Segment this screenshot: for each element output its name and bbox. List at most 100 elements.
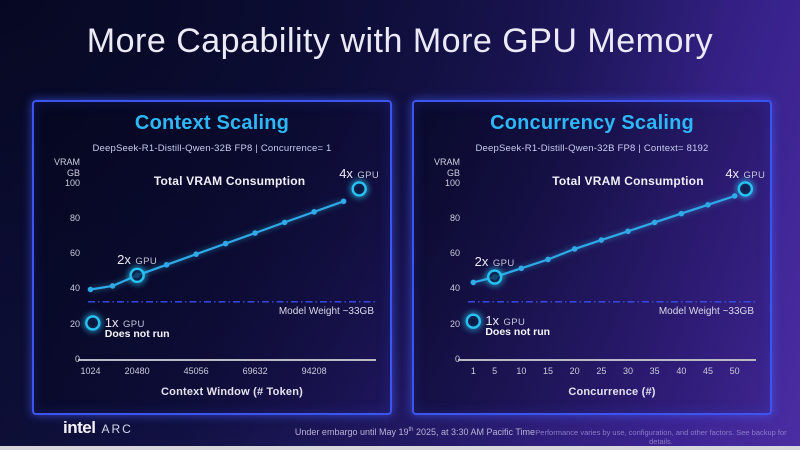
gpu-unit-text: GPU [743,169,766,181]
data-point [252,230,258,236]
data-point [571,246,578,252]
gpu-count-text: 1x [104,314,119,330]
gpu-marker-label: 4x GPU [314,165,404,183]
x-tick-label: 30 [622,366,633,376]
embargo-sup: th [408,427,414,433]
model-weight-label: Model Weight ~33GB [658,305,754,317]
x-tick-label: 20 [569,366,580,376]
data-point [625,228,631,235]
data-point [109,283,116,289]
data-point [470,279,477,286]
y-axis-label-line: VRAM [433,157,460,167]
gpu-marker-label: 2x GPU [92,251,182,269]
does-not-run-label: Does not run [104,327,170,340]
y-tick-label: 80 [449,212,460,223]
y-axis-label: VRAM GB [420,157,460,179]
data-point [311,209,317,215]
x-tick-label: 45 [702,366,713,376]
chart-title: Concurrency Scaling [490,112,694,134]
x-tick-label: 1 [470,366,476,376]
data-point [193,251,199,257]
chart-svg [78,179,376,361]
gpu-unit-text: GPU [357,169,380,181]
gpu-ring-marker [486,269,503,285]
disclaimer-note: Performance varies by use, configuration… [535,428,787,446]
gpu-ring-marker [737,181,754,197]
gpu-count-text: 4x [725,165,740,181]
data-point [518,265,525,272]
bottom-edge-strip [0,446,800,450]
data-point [281,219,288,226]
y-axis-label-line: GB [66,168,80,178]
x-tick-label: 25 [596,366,607,376]
data-point [222,240,229,247]
y-axis-label-line: VRAM [53,157,80,167]
gpu-ring-marker [351,181,367,197]
data-point [678,210,685,217]
model-weight-label: Model Weight ~33GB [278,305,374,317]
y-axis-label: VRAM GB [40,157,80,179]
x-tick-label: 5 [492,366,498,376]
x-tick-label: 94208 [301,366,327,376]
gpu-marker-label: 1x GPU [105,314,145,332]
x-tick-label: 15 [542,366,553,376]
y-tick-label: 20 [69,318,80,329]
embargo-note: Under embargo until May 19th 2025, at 3:… [250,427,580,437]
x-axis-label: Context Window (# Token) [161,386,303,398]
y-tick-label: 80 [69,212,80,223]
gpu-count-text: 2x [117,252,131,268]
gpu-count-text: 2x [474,254,489,270]
chart-subtitle: DeepSeek-R1-Distill-Qwen-32B FP8 | Conte… [475,143,709,154]
concurrency-scaling-panel: Concurrency Scaling DeepSeek-R1-Distill-… [412,100,772,415]
y-tick-label: 40 [69,283,80,294]
y-tick-label: 60 [449,248,460,259]
gpu-ring-marker [129,267,145,284]
intel-arc-logo: intel ARC [63,418,133,438]
context-scaling-panel: Context Scaling DeepSeek-R1-Distill-Qwen… [32,100,392,415]
data-point [163,261,170,268]
y-axis-label-line: GB [446,168,460,178]
gpu-marker-label: 2x GPU [450,253,540,271]
plot-area: Context Window (# Token) 100 80 60 40 20 0 102… [65,166,379,398]
gpu-count-text: 4x [339,165,353,181]
x-tick-label: 50 [729,366,740,376]
x-tick-label: 10 [516,366,527,376]
y-tick-label: 100 [444,177,460,188]
y-tick-label: 0 [74,354,80,364]
data-point [731,193,738,199]
x-tick-label: 69632 [242,366,268,376]
x-tick-label: 20480 [124,366,150,376]
data-point [651,219,658,226]
y-tick-label: 100 [64,177,80,188]
data-point [598,237,605,243]
slide-title: More Capability with More GPU Memory [86,22,714,60]
vram-line [90,200,344,291]
gpu-count-text: 1x [485,313,500,329]
arc-logo-text: ARC [101,422,133,436]
y-tick-label: 60 [69,248,80,259]
data-point [545,256,551,263]
series-label: Total VRAM Consumption [552,173,704,188]
x-tick-label: 35 [649,366,660,376]
data-point [340,198,347,205]
y-tick-label: 40 [449,283,460,294]
series-label: Total VRAM Consumption [153,173,306,188]
gpu-ring-marker [85,315,101,331]
data-point [705,202,711,208]
gpu-marker-label: 1x GPU [485,312,525,330]
x-tick-label: 45056 [183,366,209,376]
gpu-ring-marker [465,313,482,329]
embargo-text: Under embargo until May 19 [294,427,409,437]
data-point [87,286,94,293]
y-tick-label: 20 [449,318,460,329]
embargo-text: 2025, at 3:30 AM Pacific Time [413,427,536,437]
x-axis-label: Concurrence (#) [568,386,656,398]
gpu-unit-text: GPU [122,318,145,330]
x-tick-label: 1024 [80,366,101,376]
chart-svg [458,179,756,361]
does-not-run-label: Does not run [485,326,551,339]
gpu-marker-label: 4x GPU [700,165,790,183]
chart-title: Context Scaling [134,112,290,134]
plot-area: Concurrence (#) 100 80 60 40 20 0 1 5 10 15 20 25 30… [445,166,765,398]
